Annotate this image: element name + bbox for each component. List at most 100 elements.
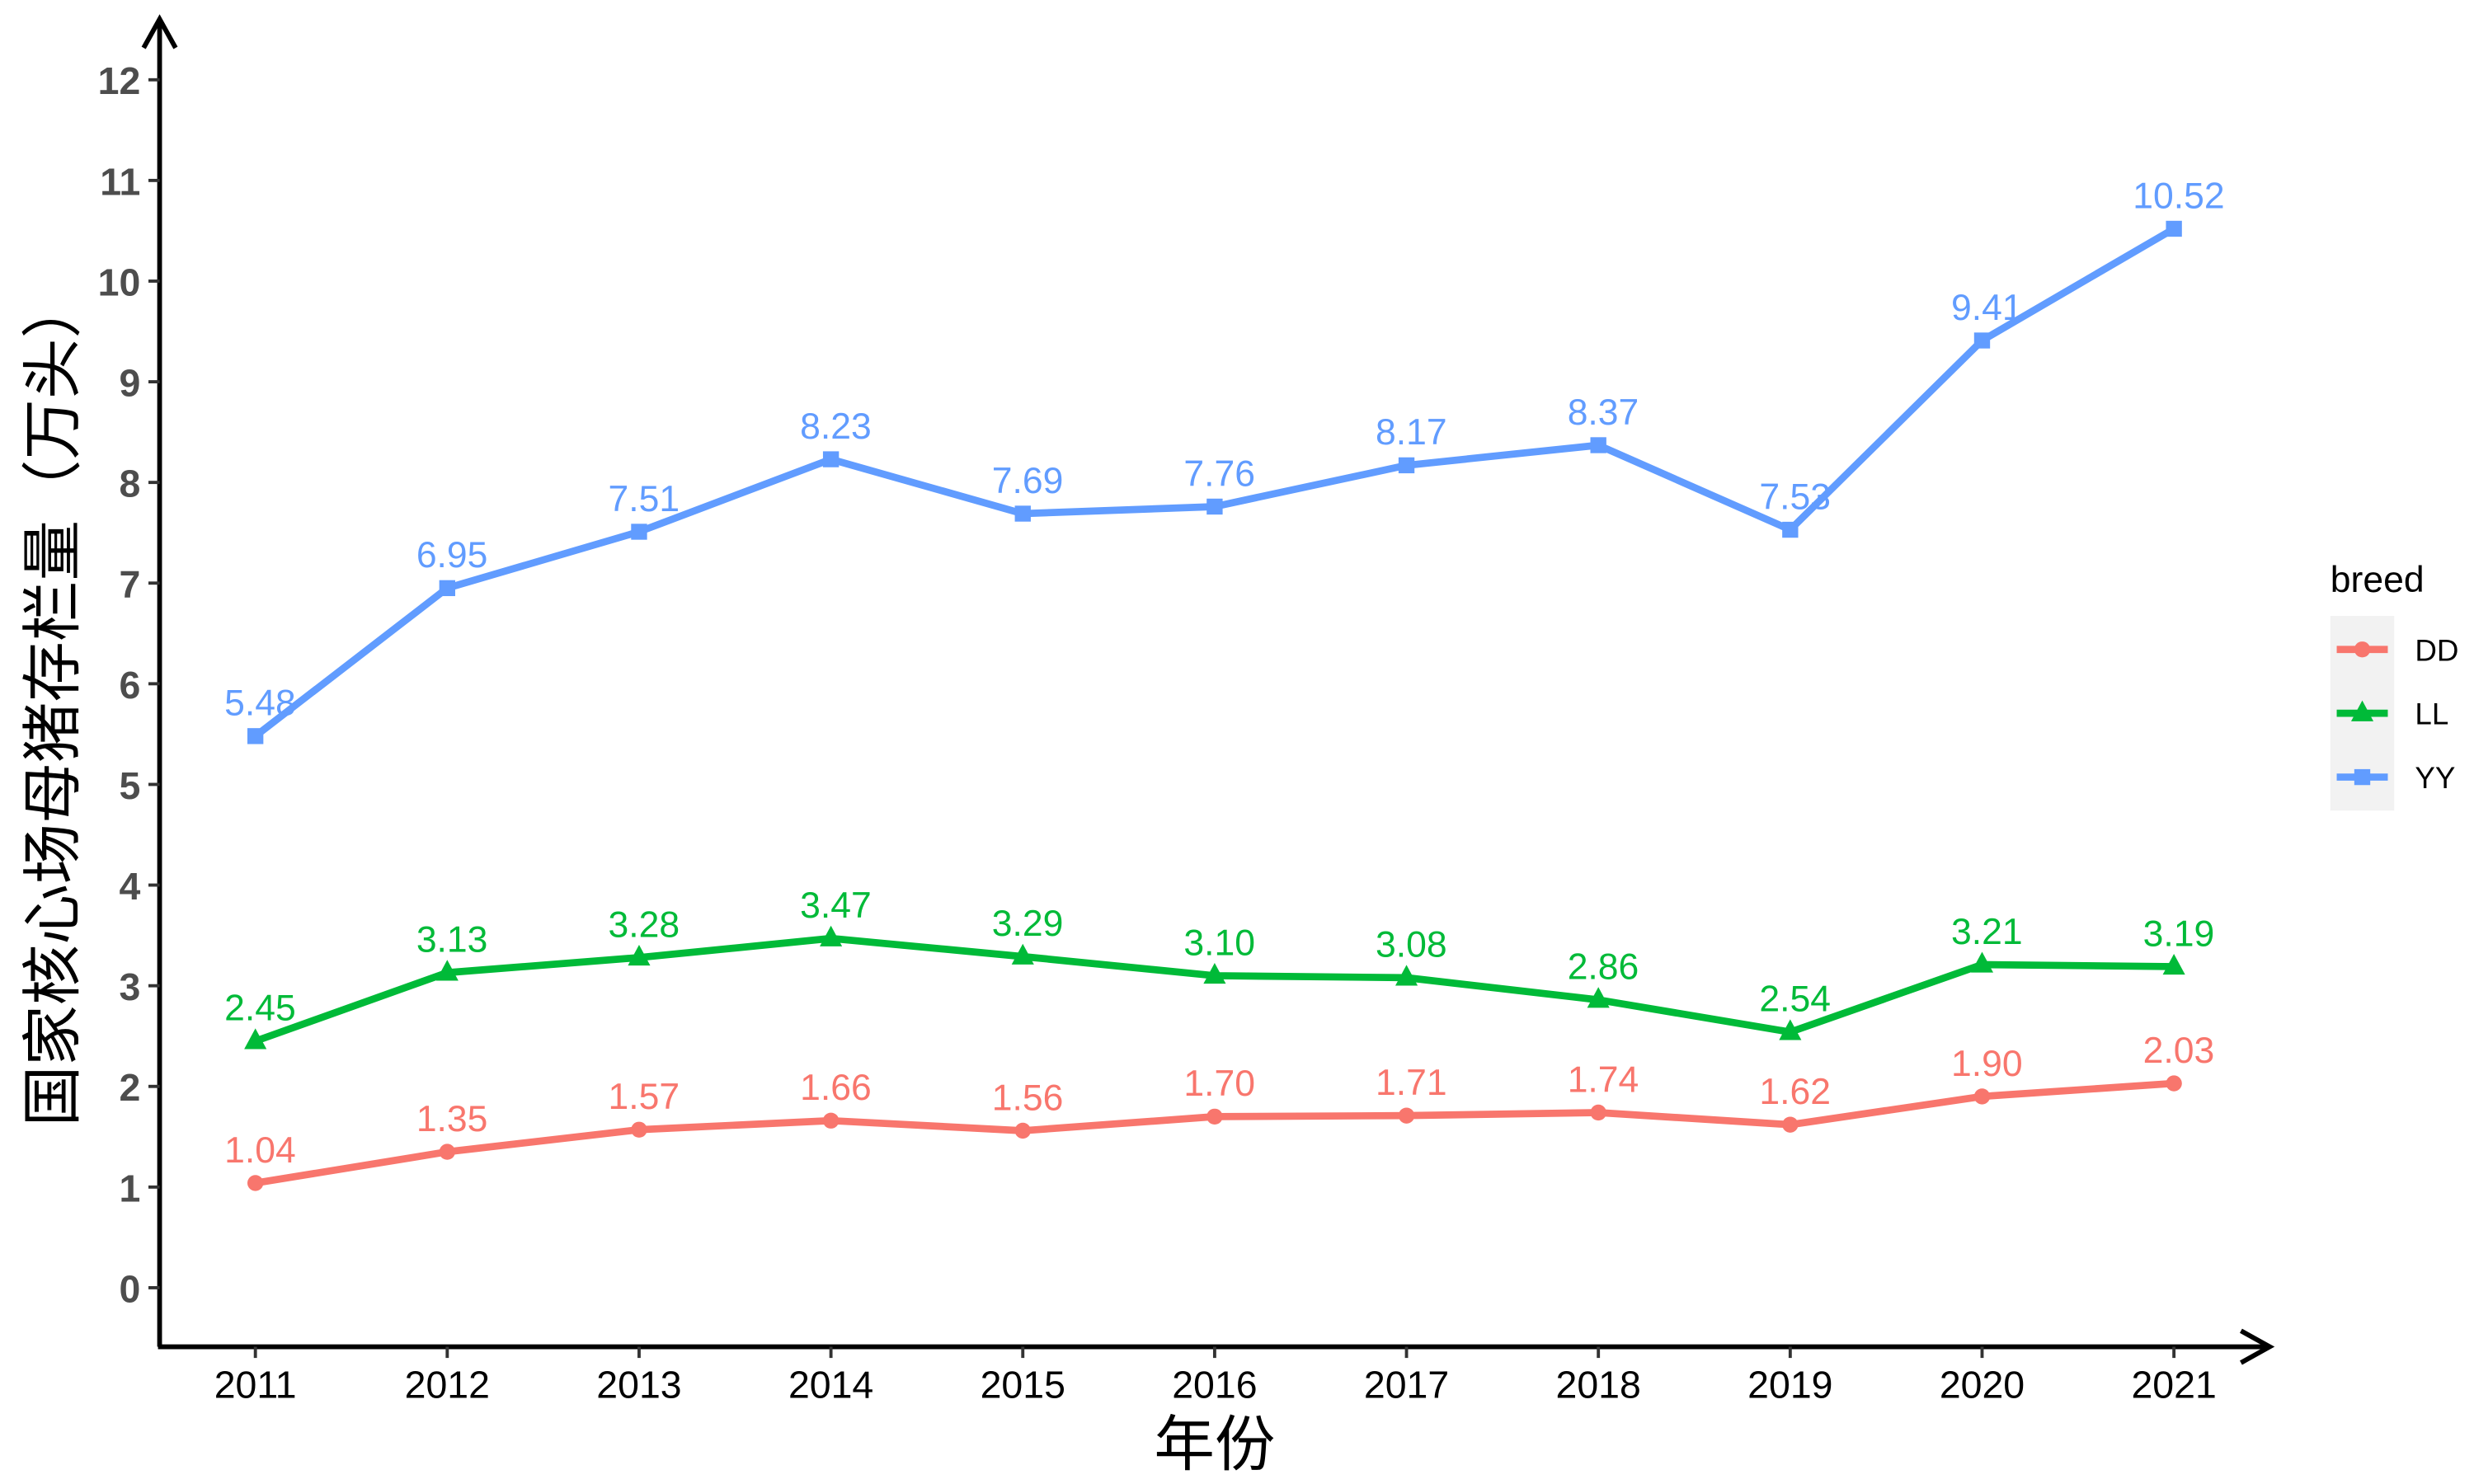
data-point-LL	[1203, 962, 1226, 984]
y-tick-label: 2	[119, 1066, 140, 1109]
axes	[141, 14, 2275, 1365]
legend-label: DD	[2415, 633, 2458, 667]
data-label-LL: 2.54	[1759, 979, 1831, 1020]
legend-key-circle-icon	[2354, 641, 2371, 658]
data-label-DD: 1.70	[1183, 1064, 1255, 1104]
data-label-YY: 8.23	[800, 406, 872, 447]
legend-key-square-icon	[2354, 768, 2371, 786]
x-tick-label: 2020	[1940, 1363, 2025, 1406]
data-label-DD: 1.04	[224, 1130, 296, 1171]
data-label-LL: 2.86	[1568, 947, 1639, 988]
data-label-DD: 1.90	[1951, 1044, 2023, 1084]
y-tick-label: 3	[119, 965, 140, 1008]
data-point-YY	[439, 580, 455, 597]
data-label-YY: 8.17	[1376, 412, 1447, 453]
data-label-DD: 1.66	[800, 1068, 872, 1108]
data-point-LL	[1970, 951, 1994, 973]
y-tick-label: 6	[119, 664, 140, 707]
data-label-YY: 7.69	[992, 461, 1064, 501]
y-tick-label: 9	[119, 361, 140, 404]
data-label-YY: 10.52	[2133, 176, 2224, 216]
data-label-DD: 1.71	[1376, 1063, 1447, 1103]
legend: breed DD LL YY	[2330, 560, 2458, 811]
data-label-YY: 5.48	[224, 683, 296, 724]
x-tick-label: 2015	[981, 1363, 1065, 1406]
data-point-YY	[1782, 521, 1799, 538]
data-point-LL	[1011, 943, 1034, 965]
data-point-LL	[2162, 953, 2185, 975]
data-point-LL	[1587, 987, 1610, 1008]
data-label-YY: 7.76	[1183, 453, 1255, 494]
data-point-DD	[1398, 1107, 1415, 1124]
data-point-YY	[1973, 332, 1991, 349]
data-label-LL: 3.47	[800, 885, 872, 926]
data-label-LL: 3.13	[416, 920, 488, 960]
data-point-YY	[1014, 505, 1031, 522]
data-point-DD	[1206, 1108, 1223, 1125]
data-point-YY	[247, 728, 264, 744]
legend-title: breed	[2331, 560, 2425, 600]
data-point-LL	[1395, 965, 1418, 986]
x-tick-label: 2019	[1747, 1363, 1832, 1406]
series-YY: 5.48 6.95 7.51 8.23 7.69 7.76 8.17 8.37 7.53 9.41…	[224, 176, 2225, 744]
data-point-LL	[435, 960, 459, 981]
y-tick-label: 10	[98, 261, 141, 303]
data-point-DD	[247, 1175, 264, 1191]
data-label-DD: 1.56	[992, 1078, 1064, 1118]
y-axis-arrow	[141, 14, 178, 49]
data-point-DD	[439, 1144, 455, 1160]
data-point-DD	[1973, 1088, 1991, 1105]
data-point-YY	[1206, 498, 1223, 515]
legend-label: YY	[2415, 761, 2455, 795]
data-point-DD	[1782, 1116, 1799, 1133]
data-point-DD	[2166, 1075, 2182, 1092]
legend-item-DD: DD	[2336, 633, 2458, 667]
data-label-YY: 9.41	[1951, 288, 2023, 328]
data-point-LL	[820, 925, 843, 946]
data-point-YY	[631, 524, 647, 540]
y-tick-label: 5	[119, 764, 140, 807]
data-label-LL: 2.45	[224, 989, 296, 1029]
data-label-LL: 3.10	[1183, 923, 1255, 963]
data-point-YY	[822, 451, 840, 467]
data-label-YY: 6.95	[416, 535, 488, 575]
y-tick-label: 0	[119, 1267, 140, 1310]
data-label-LL: 3.28	[608, 904, 680, 945]
x-tick-label: 2021	[2131, 1363, 2216, 1406]
x-axis-arrow	[2240, 1328, 2275, 1365]
legend-key-triangle-icon	[2350, 700, 2374, 721]
data-point-DD	[822, 1112, 840, 1129]
x-tick-label: 2014	[788, 1363, 873, 1406]
data-label-LL: 3.19	[2143, 913, 2215, 954]
data-point-DD	[1590, 1104, 1606, 1121]
data-point-DD	[631, 1121, 647, 1138]
x-tick-label: 2017	[1364, 1363, 1449, 1406]
y-tick-label: 7	[119, 563, 140, 606]
data-label-DD: 1.35	[416, 1099, 488, 1139]
data-point-LL	[628, 944, 651, 966]
y-tick-label: 1	[119, 1167, 140, 1209]
x-axis-title: 年份	[1154, 1410, 1275, 1480]
y-tick-label: 11	[100, 160, 140, 203]
data-point-LL	[244, 1028, 267, 1050]
data-label-DD: 2.03	[2143, 1031, 2215, 1071]
x-tick-label: 2011	[214, 1363, 297, 1406]
data-point-LL	[1779, 1019, 1802, 1040]
data-label-LL: 3.29	[992, 904, 1064, 944]
data-label-LL: 3.21	[1951, 912, 2023, 952]
data-label-DD: 1.74	[1568, 1059, 1639, 1100]
data-label-YY: 7.51	[608, 479, 680, 519]
data-label-LL: 3.08	[1376, 925, 1447, 965]
y-tick-label: 4	[119, 865, 140, 908]
data-point-YY	[1590, 437, 1606, 453]
y-axis-title: 国家核心场母猪存栏量（万头）	[18, 278, 88, 1126]
x-tick-label: 2012	[405, 1363, 490, 1406]
data-point-YY	[2166, 220, 2182, 237]
legend-item-YY: YY	[2336, 761, 2455, 795]
data-label-DD: 1.57	[608, 1077, 680, 1117]
series-DD: 1.04 1.35 1.57 1.66 1.56 1.70 1.71 1.74 1.62 1.90…	[224, 1031, 2214, 1191]
data-label-DD: 1.62	[1759, 1072, 1831, 1112]
legend-item-LL: LL	[2336, 697, 2448, 731]
y-tick-label: 12	[98, 59, 141, 102]
